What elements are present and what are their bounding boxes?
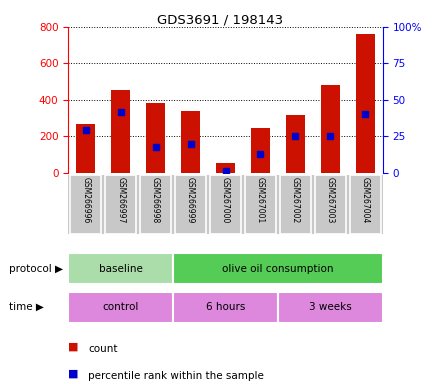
Text: count: count xyxy=(88,344,117,354)
Text: GSM267002: GSM267002 xyxy=(291,177,300,223)
Text: olive oil consumption: olive oil consumption xyxy=(222,264,334,274)
Text: 3 weeks: 3 weeks xyxy=(309,302,352,312)
Bar xyxy=(350,175,381,234)
Bar xyxy=(245,175,276,234)
Bar xyxy=(181,111,200,173)
Text: GSM267000: GSM267000 xyxy=(221,177,230,223)
Text: GSM266996: GSM266996 xyxy=(81,177,90,223)
Text: GSM267004: GSM267004 xyxy=(361,177,370,223)
Bar xyxy=(356,34,375,173)
Bar xyxy=(286,115,305,173)
Bar xyxy=(76,124,95,173)
Text: protocol ▶: protocol ▶ xyxy=(9,264,63,274)
Bar xyxy=(321,85,340,173)
Bar xyxy=(140,175,171,234)
Bar xyxy=(315,175,346,234)
Text: GSM266999: GSM266999 xyxy=(186,177,195,223)
Bar xyxy=(70,175,101,234)
Text: GSM266998: GSM266998 xyxy=(151,177,160,223)
Bar xyxy=(173,292,278,323)
Bar xyxy=(146,103,165,173)
Bar xyxy=(210,175,241,234)
Bar xyxy=(173,253,383,284)
Text: GDS3691 / 198143: GDS3691 / 198143 xyxy=(157,13,283,26)
Text: GSM267003: GSM267003 xyxy=(326,177,335,223)
Text: control: control xyxy=(103,302,139,312)
Bar xyxy=(105,175,136,234)
Text: time ▶: time ▶ xyxy=(9,302,44,312)
Text: GSM266997: GSM266997 xyxy=(116,177,125,223)
Bar xyxy=(216,163,235,173)
Bar xyxy=(68,292,173,323)
Bar xyxy=(175,175,206,234)
Bar xyxy=(251,127,270,173)
Bar xyxy=(280,175,311,234)
Text: 6 hours: 6 hours xyxy=(206,302,245,312)
Text: baseline: baseline xyxy=(99,264,143,274)
Text: ■: ■ xyxy=(68,341,82,351)
Text: ■: ■ xyxy=(68,368,82,378)
Bar xyxy=(68,253,173,284)
Bar xyxy=(111,90,130,173)
Text: percentile rank within the sample: percentile rank within the sample xyxy=(88,371,264,381)
Text: GSM267001: GSM267001 xyxy=(256,177,265,223)
Bar xyxy=(278,292,383,323)
